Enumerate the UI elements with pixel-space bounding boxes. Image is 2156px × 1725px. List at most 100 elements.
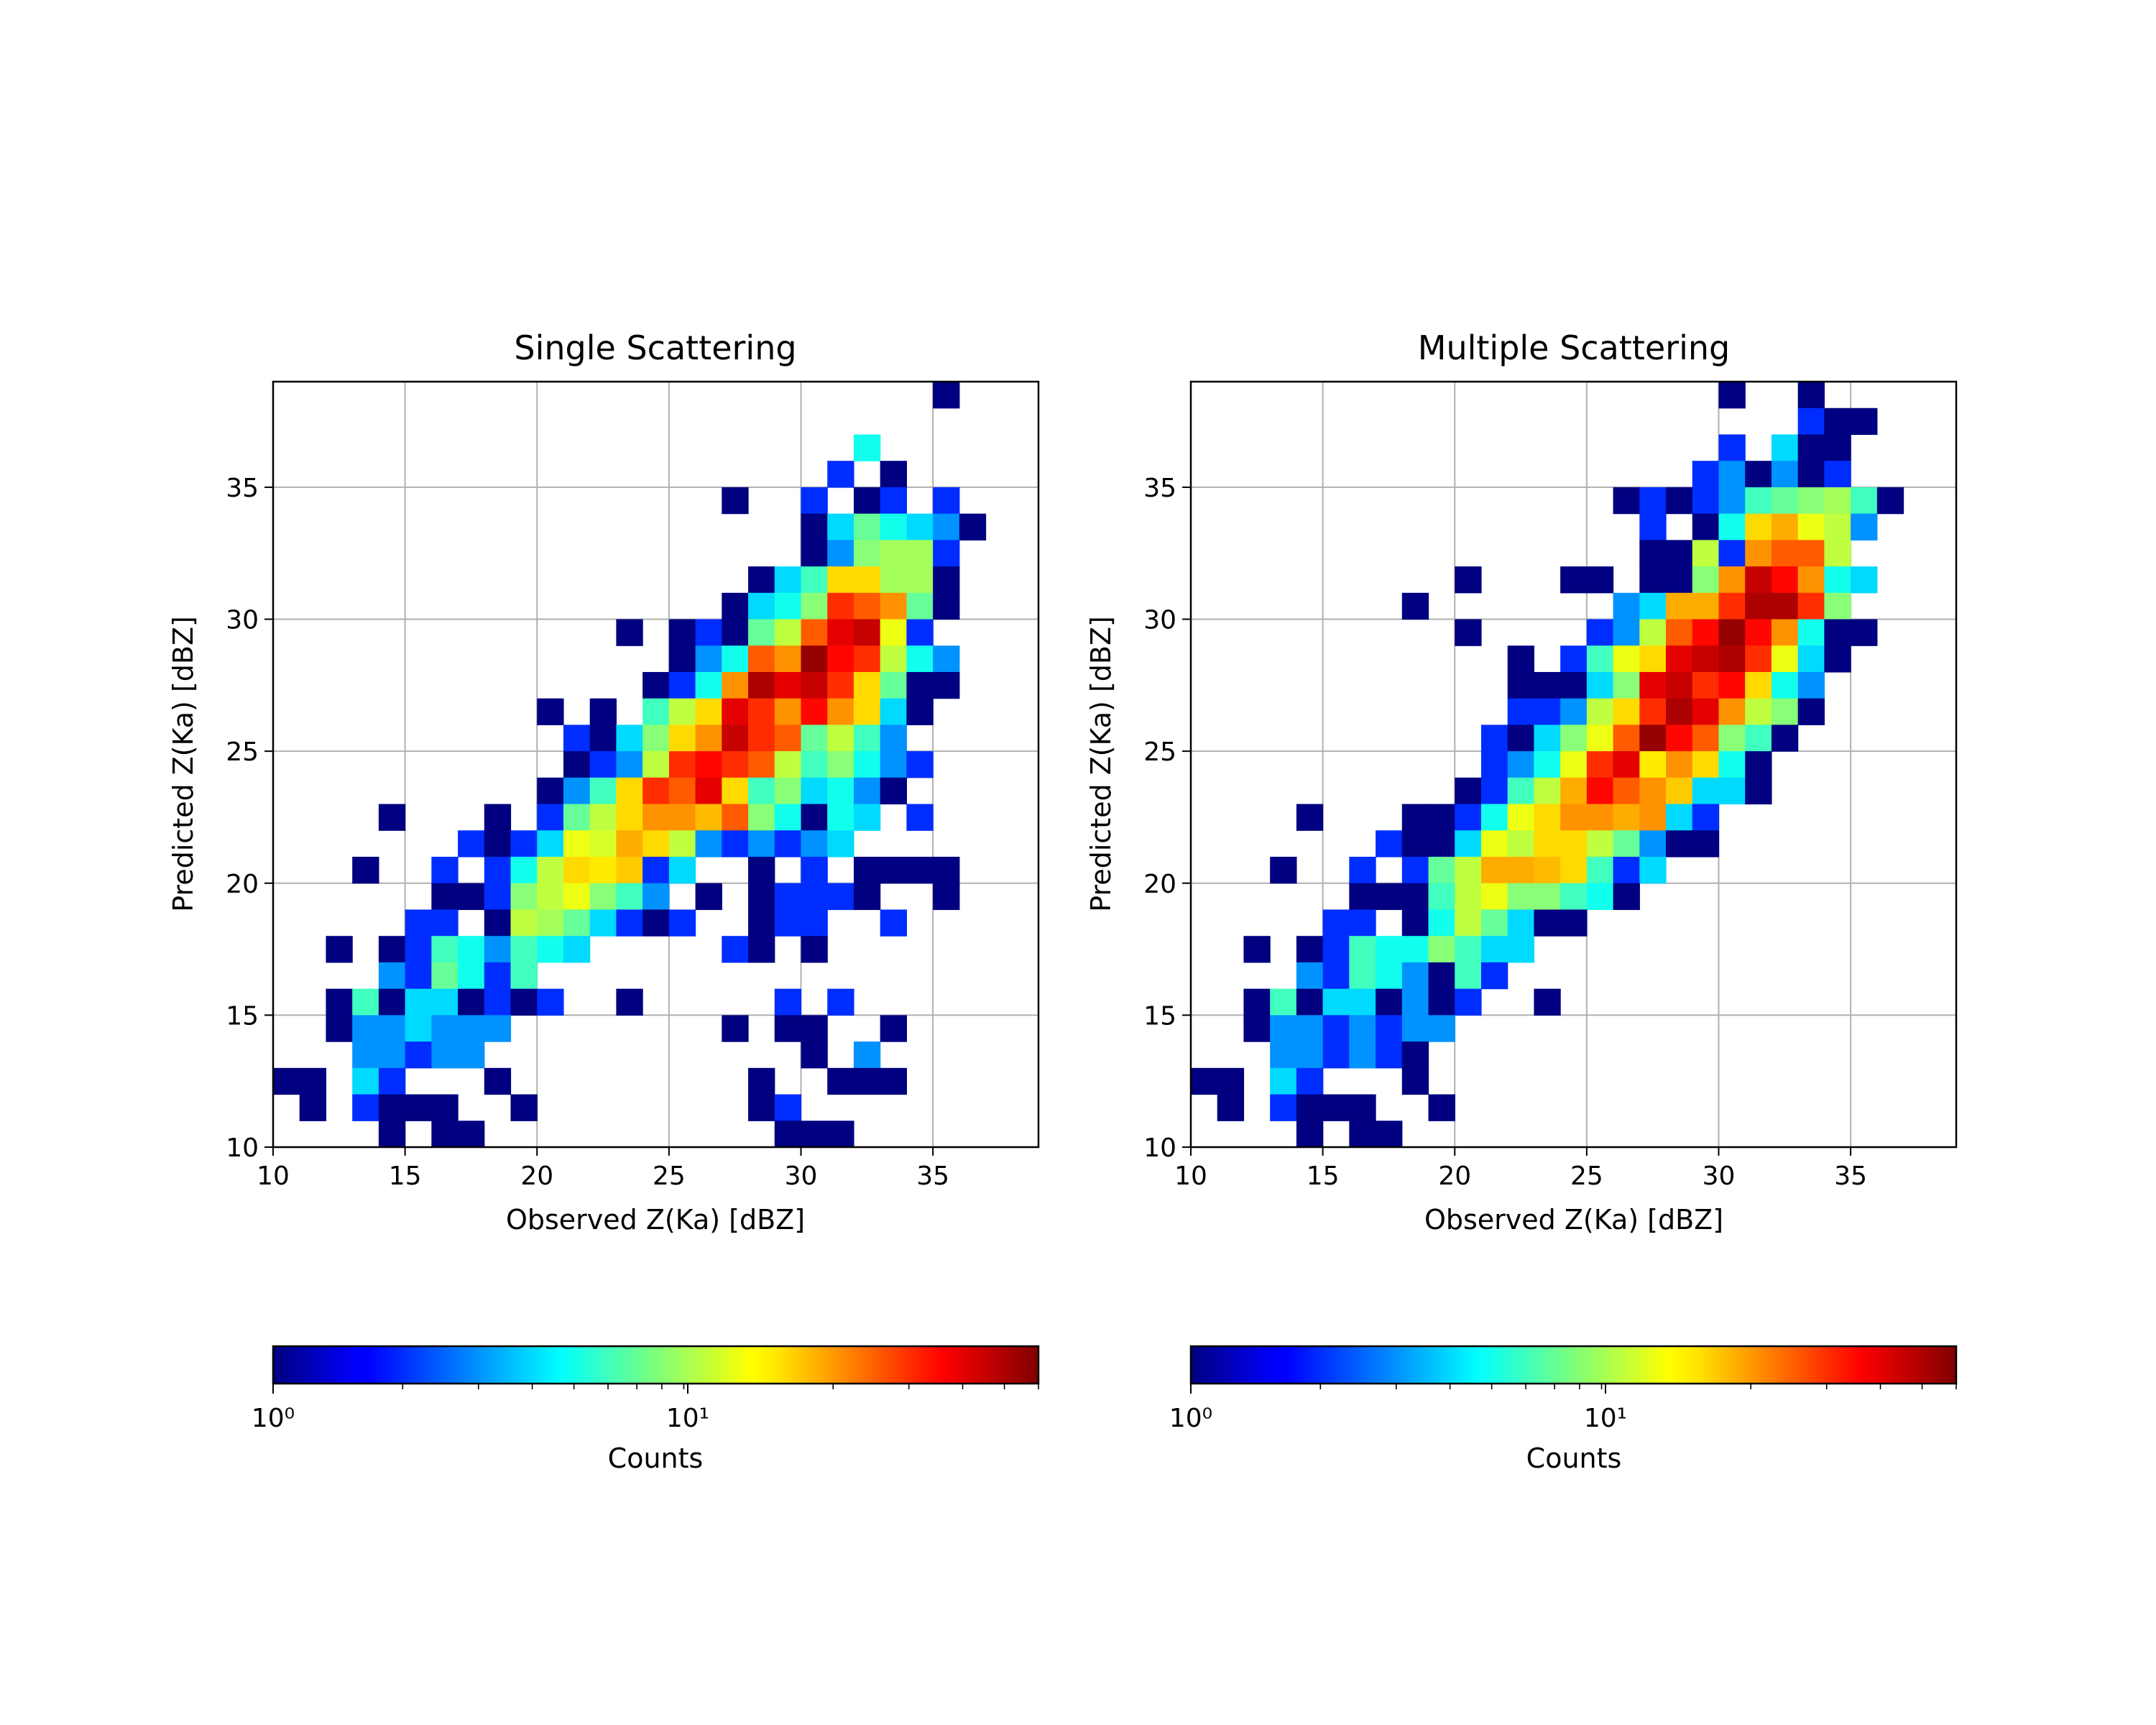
heatmap-cell [906, 698, 934, 726]
heatmap-cell [616, 830, 643, 857]
heatmap-cell [1771, 671, 1799, 699]
heatmap-cell [801, 1015, 828, 1042]
heatmap-cell [1718, 751, 1746, 778]
heatmap-cell [458, 988, 485, 1016]
heatmap-cell [827, 619, 854, 646]
heatmap-cell [1613, 830, 1640, 857]
heatmap-cell [1613, 645, 1640, 673]
heatmap-cell [774, 751, 802, 778]
heatmap-cell [1322, 1041, 1350, 1069]
heatmap-cell [1797, 645, 1825, 673]
heatmap-cell [1480, 777, 1508, 805]
heatmap-cell [1639, 671, 1667, 699]
heatmap-cell [1718, 382, 1746, 409]
heatmap-cell [1586, 619, 1614, 646]
heatmap-cell [748, 592, 775, 620]
heatmap-cell [1692, 698, 1720, 726]
heatmap-cell [1824, 566, 1851, 594]
heatmap-cell [1455, 936, 1482, 963]
heatmap-cell [748, 830, 775, 857]
heatmap-cell [1613, 777, 1640, 805]
heatmap-cell [748, 751, 775, 778]
heatmap-cell [853, 777, 881, 805]
heatmap-cell [1613, 487, 1640, 515]
heatmap-cell [1428, 883, 1455, 911]
heatmap-cell [1480, 909, 1508, 937]
heatmap-cell [827, 988, 854, 1016]
heatmap-cell [589, 751, 617, 778]
heatmap-cell [933, 857, 960, 884]
heatmap-cell [1349, 1041, 1376, 1069]
heatmap-cell [537, 777, 564, 805]
heatmap-cell [537, 909, 564, 937]
heatmap-cell [722, 1015, 749, 1042]
heatmap-cell [484, 804, 512, 831]
heatmap-cell [431, 883, 459, 911]
y-tick-label: 25 [226, 737, 259, 767]
heatmap-cell [1745, 671, 1772, 699]
heatmap-cell [1480, 751, 1508, 778]
heatmap-cell [537, 804, 564, 831]
heatmap-cell [1428, 857, 1455, 884]
heatmap-cell [1666, 724, 1693, 752]
heatmap-cell [880, 566, 907, 594]
heatmap-cell [1586, 724, 1614, 752]
heatmap-cell [1376, 936, 1403, 963]
y-axis-label: Predicted Z(Ka) [dBZ] [1085, 616, 1117, 912]
heatmap-cell [537, 988, 564, 1016]
heatmap-cell [1718, 619, 1746, 646]
heatmap-cell [1586, 645, 1614, 673]
heatmap-cell [1666, 671, 1693, 699]
heatmap-cell [801, 857, 828, 884]
heatmap-cell [1718, 592, 1746, 620]
heatmap-cell [1824, 645, 1851, 673]
heatmap-cell [906, 804, 934, 831]
heatmap-cell [589, 883, 617, 911]
heatmap-cell [326, 988, 353, 1016]
heatmap-cell [774, 777, 802, 805]
heatmap-cell [1824, 513, 1851, 540]
heatmap-cell [458, 962, 485, 990]
heatmap-cell [1876, 487, 1904, 515]
heatmap-cell [1771, 540, 1799, 567]
heatmap-cell [1692, 513, 1720, 540]
heatmap-cell [1824, 592, 1851, 620]
heatmap-cell [1296, 1015, 1324, 1042]
heatmap-cell [748, 566, 775, 594]
heatmap-cell [1455, 988, 1482, 1016]
heatmap-cell [1639, 540, 1667, 567]
heatmap-cell [1507, 751, 1535, 778]
heatmap-cell [1692, 830, 1720, 857]
heatmap-cell [1376, 988, 1403, 1016]
heatmap-cell [801, 671, 828, 699]
heatmap-cell [1401, 962, 1429, 990]
heatmap-cell [1349, 883, 1376, 911]
heatmap-cell [1586, 751, 1614, 778]
heatmap-cell [458, 936, 485, 963]
heatmap-cell [1560, 698, 1588, 726]
heatmap-cell [1824, 461, 1851, 488]
heatmap-cell [1824, 487, 1851, 515]
heatmap-cell [668, 909, 696, 937]
heatmap-cell [1771, 724, 1799, 752]
heatmap-cell [1771, 566, 1799, 594]
heatmap-cell [431, 936, 459, 963]
y-tick-label: 15 [1143, 1001, 1176, 1031]
heatmap-cell [1797, 566, 1825, 594]
heatmap-cell [1692, 566, 1720, 594]
heatmap-cell [1480, 857, 1508, 884]
heatmap-cell [1692, 645, 1720, 673]
heatmap-cell [1401, 883, 1429, 911]
heatmap-cell [1322, 962, 1350, 990]
heatmap-cell [880, 777, 907, 805]
heatmap-cell [774, 830, 802, 857]
heatmap-cell [405, 1041, 432, 1069]
y-tick-label: 20 [226, 870, 259, 899]
heatmap-cell [695, 751, 722, 778]
heatmap-cell [722, 830, 749, 857]
y-tick-label: 25 [1143, 737, 1176, 767]
heatmap-cell [1534, 751, 1561, 778]
y-tick-label: 35 [226, 474, 259, 503]
heatmap-cell [1428, 909, 1455, 937]
heatmap-cell [378, 804, 406, 831]
